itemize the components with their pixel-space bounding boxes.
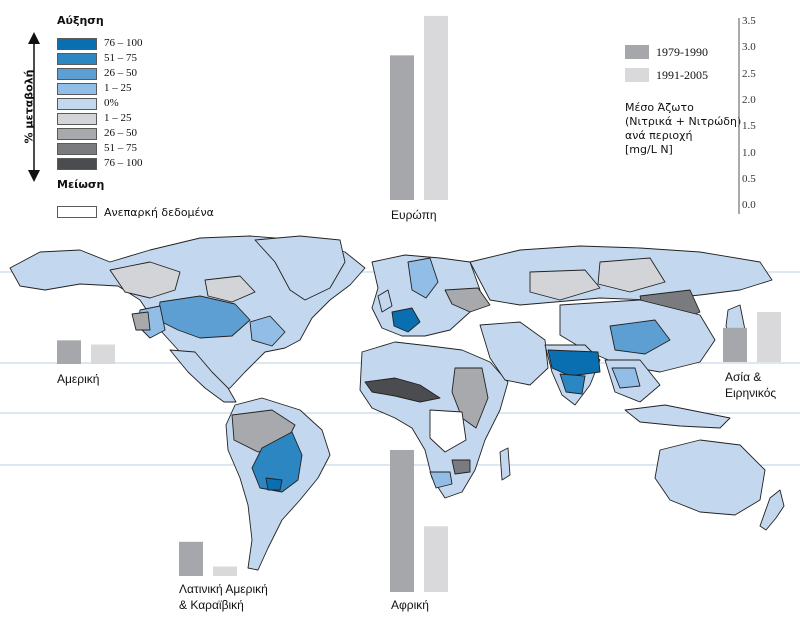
europe-grey xyxy=(444,287,491,313)
greenland xyxy=(254,235,346,301)
legend-swatch xyxy=(57,143,97,155)
indicator-line-3: ανά περιοχή xyxy=(625,129,693,142)
us-basin-3 xyxy=(131,311,151,331)
scandinavia xyxy=(407,257,439,299)
y-tick-label: 2.0 xyxy=(742,93,756,106)
legend-increase-label: Αύξηση xyxy=(57,14,104,27)
y-tick-label: 1.5 xyxy=(742,120,756,133)
bar-2-0 xyxy=(723,327,747,362)
us-basin-1 xyxy=(157,295,251,339)
siberia-grey xyxy=(597,257,666,293)
legend-swatch xyxy=(57,128,97,140)
se-asia-blue xyxy=(611,367,641,389)
canada-west xyxy=(109,261,181,299)
legend-swatch xyxy=(57,113,97,125)
legend-class-label: 76 – 100 xyxy=(104,157,143,169)
y-tick-label: 3.5 xyxy=(742,15,756,27)
y-tick-label: 1.0 xyxy=(742,146,756,159)
legend-class-label: 51 – 75 xyxy=(104,52,137,64)
y-tick-label: 0.5 xyxy=(742,172,756,185)
central-america xyxy=(169,349,237,403)
africa-south-blue xyxy=(429,471,453,489)
legend-class-label: 1 – 25 xyxy=(104,112,132,124)
australia xyxy=(654,439,766,516)
legend-swatch xyxy=(57,158,97,170)
legend-swatch xyxy=(57,83,97,95)
y-tick-label: 2.5 xyxy=(742,67,756,80)
period-label-1: 1979-1990 xyxy=(656,45,708,59)
central-asia-grey xyxy=(529,269,601,301)
indicator-title: Μέσο Άζωτο (Νιτρικά + Νιτρώδη) ανά περιο… xyxy=(625,101,741,157)
legend-class-label: 26 – 50 xyxy=(104,127,137,139)
y-tick-label: 3.0 xyxy=(742,41,756,54)
legend-class-label: 0% xyxy=(104,97,119,109)
legend-swatch xyxy=(57,53,97,65)
legend-swatch xyxy=(57,68,97,80)
sahel-dark xyxy=(364,377,441,403)
ganges-blue xyxy=(547,349,601,377)
legend-swatch xyxy=(57,38,97,50)
region-label-asia-1: Ασία & xyxy=(725,370,762,384)
bar-0-0 xyxy=(390,55,414,200)
legend-class-label: 1 – 25 xyxy=(104,82,132,94)
uk xyxy=(377,289,393,313)
bar-0-1 xyxy=(424,15,448,201)
new-zealand xyxy=(759,489,785,531)
indonesia xyxy=(624,404,731,429)
region-label-latam-1: Λατινική Αμερική xyxy=(179,582,268,596)
us-basin-4 xyxy=(249,315,286,347)
region-label-asia-2: Ειρηνικός xyxy=(725,386,777,400)
bar-2-1 xyxy=(757,312,781,362)
legend-decrease-label: Μείωση xyxy=(57,178,105,191)
bar-3-0 xyxy=(179,541,203,576)
period-swatch-1 xyxy=(625,45,649,59)
region-label-europe: Ευρώπη xyxy=(391,208,437,222)
parana-basin xyxy=(251,431,303,493)
indicator-line-1: Μέσο Άζωτο xyxy=(625,101,694,114)
region-label-latam-2: & Καραϊβική xyxy=(179,598,244,612)
insufficient-data-swatch xyxy=(57,206,97,218)
middle-east xyxy=(479,321,549,386)
bar-1-0 xyxy=(57,340,81,364)
africa-white xyxy=(429,409,467,453)
legend-class-label: 76 – 100 xyxy=(104,37,143,49)
madagascar xyxy=(499,447,511,481)
period-swatch-2 xyxy=(625,68,649,82)
region-label-africa: Αφρική xyxy=(391,598,429,612)
india-blue-2 xyxy=(559,373,586,395)
region-label-america: Αμερική xyxy=(57,372,100,386)
bar-4-1 xyxy=(424,526,448,592)
indicator-line-2: (Νιτρικά + Νιτρώδη) xyxy=(625,115,742,128)
bar-3-1 xyxy=(213,566,237,576)
legend-swatch xyxy=(57,98,97,110)
insufficient-data-label: Ανεπαρκή δεδομένα xyxy=(104,206,214,219)
y-tick-label: 0.0 xyxy=(742,199,756,212)
legend-class-label: 26 – 50 xyxy=(104,67,137,79)
legend-class-label: 51 – 75 xyxy=(104,142,137,154)
africa-south-dark xyxy=(451,459,471,475)
indicator-line-4: [mg/L N] xyxy=(625,143,673,156)
double-arrow-icon xyxy=(28,32,40,182)
sa-south-blue xyxy=(265,477,283,491)
bar-1-1 xyxy=(91,344,115,364)
period-label-2: 1991-2005 xyxy=(656,68,708,82)
europe-blue xyxy=(391,307,421,333)
bar-4-0 xyxy=(390,449,414,592)
y-axis xyxy=(738,18,740,214)
china-blue xyxy=(609,319,671,355)
north-basin xyxy=(204,275,256,303)
